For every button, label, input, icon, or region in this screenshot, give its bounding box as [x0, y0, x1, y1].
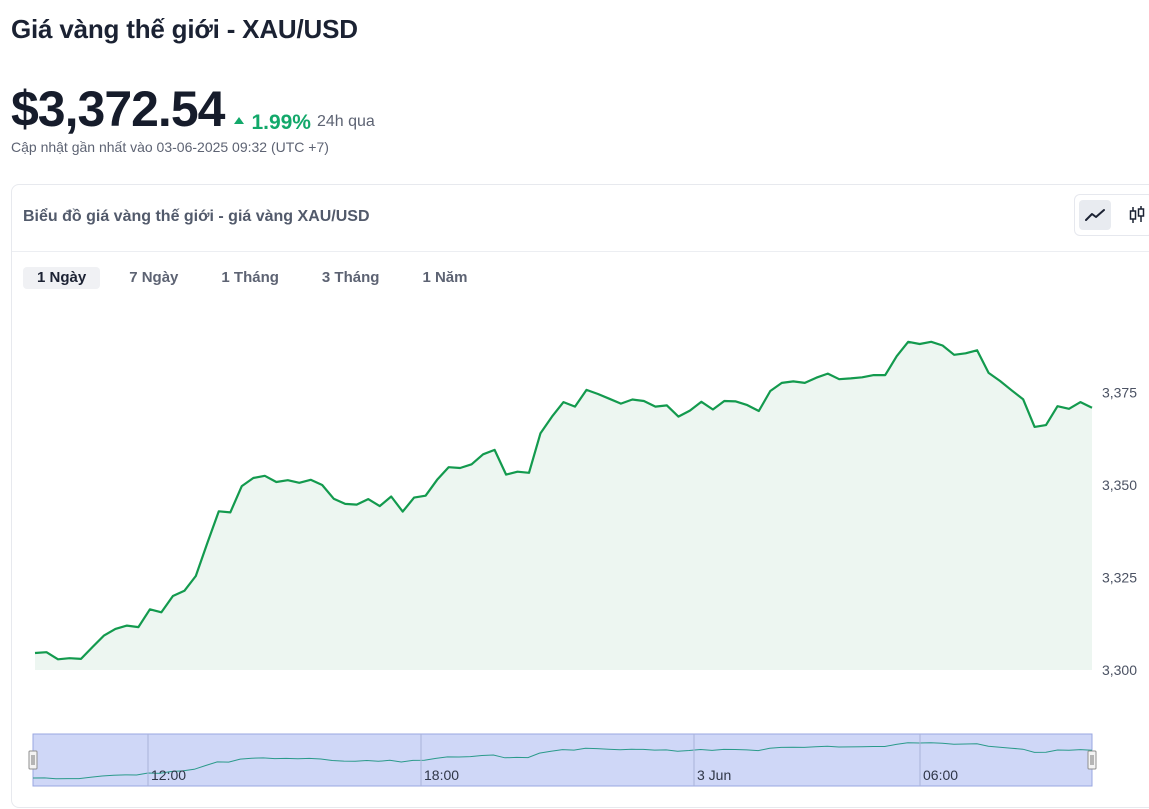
page-title: Giá vàng thế giới - XAU/USD [11, 14, 358, 44]
navigator-tick-label: 06:00 [923, 767, 958, 783]
navigator-line [32, 742, 1093, 780]
tab-1-month[interactable]: 1 Tháng [221, 269, 279, 286]
navigator-right-handle[interactable] [1087, 750, 1097, 770]
chart-card: Biểu đồ giá vàng thế giới - giá vàng XAU… [11, 184, 1149, 808]
up-arrow-icon [234, 117, 245, 124]
candlestick-icon [1129, 206, 1145, 223]
navigator-left-handle[interactable] [28, 750, 38, 770]
y-tick-label: 3,350 [1102, 477, 1137, 493]
y-tick-label: 3,375 [1102, 385, 1137, 401]
y-tick-label: 3,300 [1102, 662, 1137, 678]
y-tick-label: 3,325 [1102, 570, 1137, 586]
price-change: 1.99% [234, 111, 311, 135]
price-area-fill [35, 341, 1092, 670]
tab-1-year[interactable]: 1 Năm [422, 269, 468, 286]
navigator-tick-label: 3 Jun [697, 767, 731, 783]
chart-card-title: Biểu đồ giá vàng thế giới - giá vàng XAU… [23, 208, 370, 225]
tab-1-day[interactable]: 1 Ngày [23, 267, 101, 289]
line-chart-icon [1085, 209, 1105, 221]
current-price: $3,372.54 [11, 81, 225, 137]
chart-type-toggle [1074, 194, 1149, 236]
price-row: $3,372.54 1.99% 24h qua [11, 80, 375, 138]
card-divider [12, 251, 1149, 252]
line-chart-button[interactable] [1079, 200, 1111, 230]
tab-7-days[interactable]: 7 Ngày [129, 269, 179, 286]
candlestick-button[interactable] [1121, 200, 1149, 230]
range-tabs: 1 Ngày 7 Ngày 1 Tháng 3 Tháng 1 Năm [23, 267, 496, 289]
navigator-tick-label: 12:00 [151, 767, 186, 783]
change-period: 24h qua [316, 113, 375, 130]
last-updated: Cập nhật gần nhất vào 03-06-2025 09:32 (… [11, 139, 329, 155]
tab-3-months[interactable]: 3 Tháng [321, 269, 380, 286]
change-percent: 1.99% [251, 110, 311, 134]
price-line [34, 340, 1093, 661]
navigator-tick-label: 18:00 [424, 767, 459, 783]
